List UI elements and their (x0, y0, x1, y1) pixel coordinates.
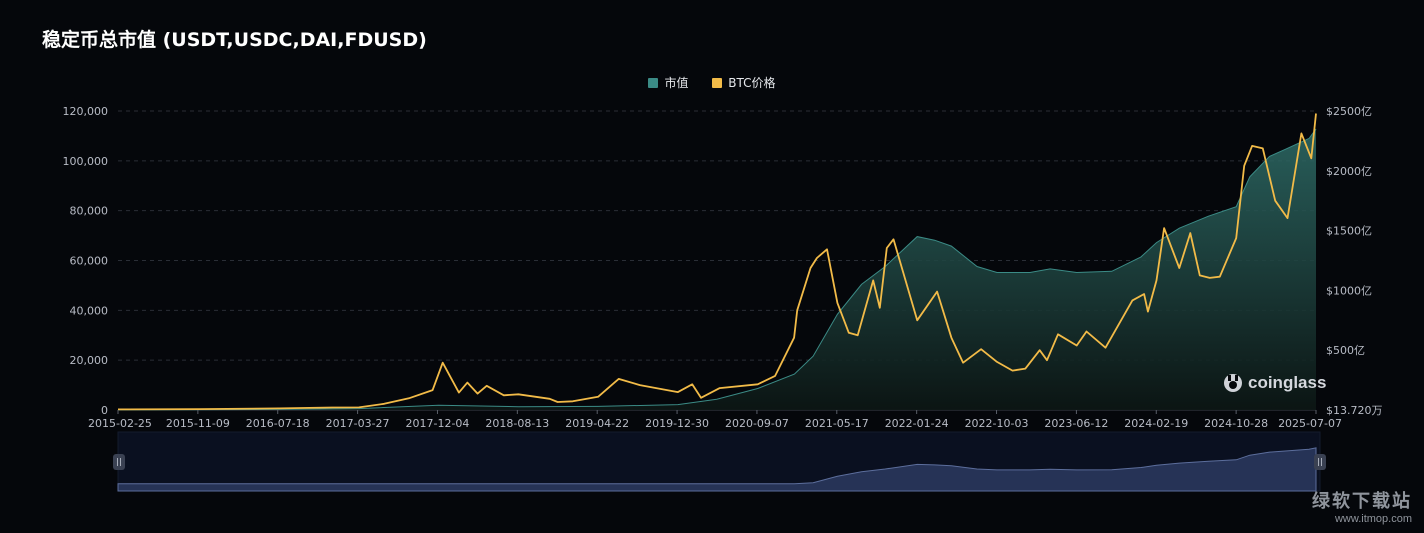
x-axis-tick-label: 2025-07-07 (1278, 417, 1342, 430)
market-cap-line (117, 128, 1317, 411)
right-axis-tick-label: $2000亿 (1326, 165, 1372, 178)
data-zoom-slider[interactable] (113, 431, 1326, 492)
legend-item-btc-price[interactable]: BTC价格 (712, 74, 776, 91)
x-axis-tick-label: 2017-12-04 (405, 417, 469, 430)
left-axis-tick-label: 80,000 (70, 205, 109, 218)
x-axis-tick-label: 2017-03-27 (326, 417, 390, 430)
x-axis-tick-label: 2020-09-07 (725, 417, 789, 430)
data-zoom-handle-right[interactable] (1314, 454, 1326, 470)
right-axis-tick-label: $1000亿 (1326, 284, 1372, 297)
coinglass-watermark: coinglass (1222, 372, 1326, 394)
x-axis-tick-label: 2015-11-09 (166, 417, 230, 430)
btc-price-line (117, 113, 1317, 411)
right-axis-tick-label: $13.720万 (1326, 404, 1383, 417)
x-axis: 2015-02-25 2015-11-09 2016-07-18 2017-03-27… (88, 410, 1342, 430)
coinglass-logo-text: coinglass (1248, 373, 1327, 392)
legend-label-btc-price: BTC价格 (728, 76, 776, 90)
left-axis-tick-label: 40,000 (70, 304, 109, 317)
left-axis: 0 20,000 40,000 60,000 80,000 100,000 120,000 (63, 105, 109, 417)
x-axis-tick-label: 2022-01-24 (885, 417, 949, 430)
site-watermark-url: www.itmop.com (1334, 513, 1412, 525)
legend-swatch-btc-price (712, 77, 723, 88)
site-watermark-name: 绿软下载站 (1312, 491, 1412, 512)
left-axis-tick-label: 20,000 (70, 354, 109, 367)
left-axis-tick-label: 100,000 (63, 155, 109, 168)
x-axis-tick-label: 2024-10-28 (1204, 417, 1268, 430)
left-axis-tick-label: 120,000 (63, 105, 109, 118)
market-cap-area (118, 128, 1316, 410)
x-axis-tick-label: 2019-04-22 (565, 417, 629, 430)
site-watermark: 绿软下载站 www.itmop.com (1312, 487, 1412, 525)
x-axis-tick-label: 2018-08-13 (485, 417, 549, 430)
left-axis-tick-label: 0 (101, 404, 108, 417)
x-axis-tick-label: 2021-05-17 (805, 417, 869, 430)
x-axis-tick-label: 2019-12-30 (645, 417, 709, 430)
market-cap-series (117, 128, 1317, 411)
legend-swatch-market-cap (648, 77, 659, 88)
legend-item-market-cap[interactable]: 市值 (648, 74, 688, 91)
chart-legend: 市值 BTC价格 (0, 74, 1424, 91)
chart-title: 稳定币总市值 (USDT,USDC,DAI,FDUSD) (42, 29, 427, 51)
left-axis-tick-label: 60,000 (70, 255, 109, 268)
x-axis-tick-label: 2015-02-25 (88, 417, 152, 430)
x-axis-tick-label: 2024-02-19 (1124, 417, 1188, 430)
coinglass-logo-icon (1224, 374, 1242, 392)
data-zoom-handle-left[interactable] (113, 454, 125, 470)
right-axis-tick-label: $1500亿 (1326, 225, 1372, 238)
data-zoom-preview-area (117, 447, 1317, 492)
x-axis-tick-label: 2023-06-12 (1044, 417, 1108, 430)
btc-price-series (117, 113, 1317, 411)
right-axis-tick-label: $500亿 (1326, 344, 1365, 357)
legend-label-market-cap: 市值 (664, 76, 689, 90)
right-axis-tick-label: $2500亿 (1326, 105, 1372, 118)
x-axis-tick-label: 2022-10-03 (965, 417, 1029, 430)
x-axis-tick-label: 2016-07-18 (246, 417, 310, 430)
right-axis: $13.720万 $500亿 $1000亿 $1500亿 $2000亿 $2500亿 (1326, 105, 1383, 417)
